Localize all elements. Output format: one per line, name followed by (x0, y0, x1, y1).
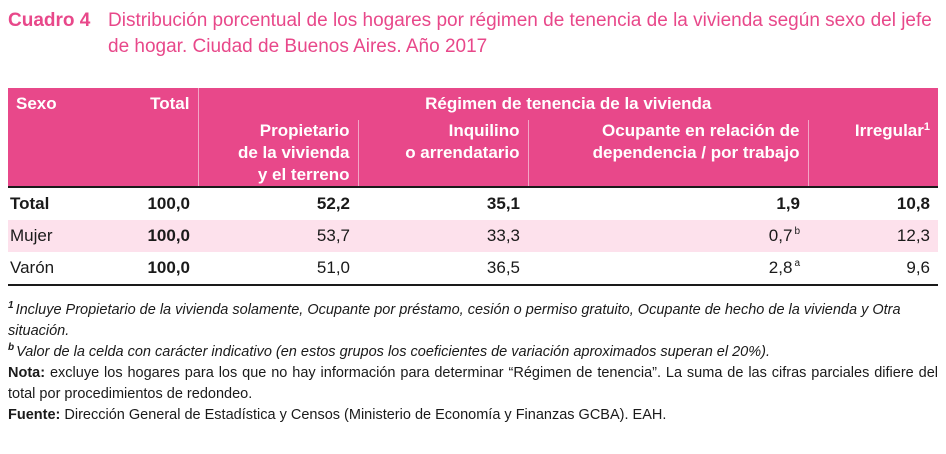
cell-sexo: Varón (8, 252, 108, 286)
cell-inquilino: 33,3 (358, 220, 528, 252)
header-ocupante: Ocupante en relación de dependencia / po… (527, 120, 808, 187)
note-text: excluye los hogares para los que no hay … (8, 365, 938, 402)
cell-inquilino: 35,1 (358, 186, 528, 220)
cell-irregular: 9,6 (808, 252, 938, 286)
data-table: Sexo Total Régimen de tenencia de la viv… (8, 88, 938, 286)
table-caption: Distribución porcentual de los hogares p… (108, 10, 932, 57)
cell-propietario: 52,2 (198, 186, 358, 220)
note-label: Nota: (8, 365, 46, 381)
cell-inquilino: 36,5 (358, 252, 528, 286)
cell-total: 100,0 (108, 252, 198, 286)
table-row-total: Total 100,0 52,2 35,1 1,9 10,8 (8, 186, 938, 220)
cell-ocupante-value: 1,9 (776, 194, 800, 213)
header-irregular-label: Irregular (854, 121, 924, 140)
cell-ocupante: 1,9 (528, 186, 808, 220)
header-ocupante-line2: dependencia / por trabajo (592, 143, 800, 162)
table-row-mujer: Mujer 100,0 53,7 33,3 0,7 b 12,3 (8, 220, 938, 252)
header-row-main: Sexo Total Régimen de tenencia de la viv… (8, 88, 938, 187)
source-label: Fuente: (8, 407, 61, 423)
header-inquilino: Inquilino o arrendatario (357, 120, 528, 187)
cell-propietario: 53,7 (198, 220, 358, 252)
header-propietario-line1: Propietario (259, 121, 350, 140)
header-irregular: Irregular1 (807, 120, 938, 187)
footnote-1-text: Incluye Propietario de la vivienda solam… (8, 302, 901, 339)
header-regimen: Régimen de tenencia de la vivienda (198, 88, 938, 120)
header-total: Total (108, 88, 199, 187)
footnote-1-mark: 1 (8, 300, 14, 311)
cell-ocupante-value: 0,7 (768, 226, 793, 245)
cell-ocupante: 2,8 a (528, 252, 808, 286)
source-text: Dirección General de Estadística y Censo… (64, 407, 667, 423)
cell-total-value: 100,0 (147, 258, 190, 277)
cell-sexo: Mujer (8, 220, 108, 252)
cell-ocupante-footnote-mark: a (794, 258, 800, 269)
header-irregular-footnote-mark: 1 (923, 121, 930, 133)
footnote-1: 1 Incluye Propietario de la vivienda sola… (8, 300, 938, 342)
cell-sexo: Total (8, 186, 108, 220)
header-propietario-line2: de la vivienda (238, 143, 350, 162)
header-propietario-line3: y el terreno (257, 165, 350, 184)
cell-ocupante-value: 2,8 (768, 258, 793, 277)
cell-total: 100,0 (108, 186, 198, 220)
footnote-b-mark: b (8, 342, 15, 353)
header-inquilino-line1: Inquilino (448, 121, 520, 140)
cell-ocupante: 0,7 b (528, 220, 808, 252)
footnote-b-text: Valor de la celda con carácter indicativ… (16, 344, 770, 360)
table-notes: 1 Incluye Propietario de la vivienda sola… (8, 300, 938, 426)
header-row-sub: Propietario de la vivienda y el terreno … (8, 120, 938, 187)
cell-ocupante-footnote-mark: b (794, 226, 800, 237)
source-paragraph: Fuente: Dirección General de Estadística… (8, 405, 938, 426)
table-row-varon: Varón 100,0 51,0 36,5 2,8 a 9,6 (8, 252, 938, 286)
cell-irregular: 12,3 (808, 220, 938, 252)
cell-irregular: 10,8 (808, 186, 938, 220)
note-paragraph: Nota: excluye los hogares para los que n… (8, 363, 938, 405)
cell-total: 100,0 (108, 220, 198, 252)
table-number: Cuadro 4 (8, 10, 91, 31)
footnote-b: b Valor de la celda con carácter indicati… (8, 342, 938, 363)
table-title: Cuadro 4 Distribución porcentual de los … (8, 8, 938, 60)
header-ocupante-line1: Ocupante en relación de (602, 121, 800, 140)
cell-total-value: 100,0 (147, 226, 190, 245)
cell-propietario: 51,0 (198, 252, 358, 286)
header-sexo: Sexo (8, 88, 108, 187)
header-propietario: Propietario de la vivienda y el terreno (197, 120, 358, 187)
header-inquilino-line2: o arrendatario (405, 143, 520, 162)
